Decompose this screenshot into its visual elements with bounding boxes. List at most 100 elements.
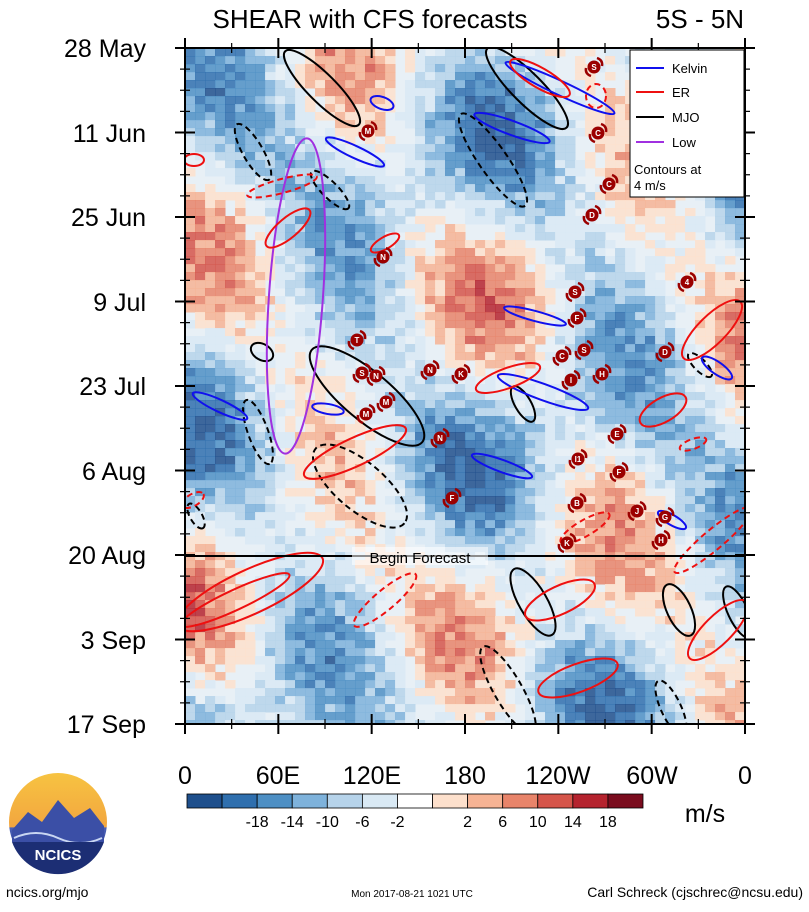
shear-cell bbox=[675, 576, 686, 585]
shear-cell bbox=[595, 640, 606, 649]
shear-cell bbox=[485, 192, 496, 201]
shear-cell bbox=[635, 368, 646, 377]
shear-cell bbox=[275, 104, 286, 113]
shear-cell bbox=[345, 280, 356, 289]
shear-cell bbox=[515, 544, 526, 553]
shear-cell bbox=[585, 112, 596, 121]
shear-cell bbox=[505, 472, 516, 481]
shear-cell bbox=[345, 624, 356, 633]
shear-cell bbox=[405, 512, 416, 521]
shear-cell bbox=[335, 632, 346, 641]
shear-cell bbox=[315, 112, 326, 121]
shear-cell bbox=[475, 392, 486, 401]
shear-cell bbox=[285, 144, 296, 153]
shear-cell bbox=[245, 408, 256, 417]
shear-cell bbox=[635, 640, 646, 649]
shear-cell bbox=[545, 504, 556, 513]
shear-cell bbox=[365, 616, 376, 625]
shear-cell bbox=[255, 448, 266, 457]
shear-cell bbox=[695, 648, 706, 657]
shear-cell bbox=[545, 480, 556, 489]
shear-cell bbox=[185, 216, 196, 225]
shear-cell bbox=[495, 328, 506, 337]
shear-cell bbox=[575, 216, 586, 225]
shear-cell bbox=[545, 656, 556, 665]
shear-cell bbox=[325, 416, 336, 425]
shear-cell bbox=[345, 640, 356, 649]
shear-cell bbox=[375, 312, 386, 321]
shear-cell bbox=[585, 120, 596, 129]
shear-cell bbox=[345, 80, 356, 89]
shear-cell bbox=[285, 232, 296, 241]
shear-cell bbox=[505, 352, 516, 361]
shear-cell bbox=[345, 136, 356, 145]
shear-cell bbox=[215, 288, 226, 297]
colorbar-tick-label: -14 bbox=[281, 814, 304, 831]
shear-cell bbox=[575, 416, 586, 425]
shear-cell bbox=[245, 48, 256, 57]
shear-cell bbox=[465, 416, 476, 425]
shear-cell bbox=[465, 120, 476, 129]
shear-cell bbox=[365, 528, 376, 537]
shear-cell bbox=[535, 368, 546, 377]
shear-cell bbox=[435, 168, 446, 177]
shear-cell bbox=[595, 528, 606, 537]
shear-cell bbox=[485, 592, 496, 601]
shear-cell bbox=[605, 136, 616, 145]
shear-cell bbox=[475, 56, 486, 65]
shear-cell bbox=[335, 88, 346, 97]
shear-cell bbox=[235, 640, 246, 649]
shear-cell bbox=[185, 144, 196, 153]
shear-cell bbox=[465, 344, 476, 353]
shear-cell bbox=[585, 392, 596, 401]
shear-cell bbox=[465, 304, 476, 313]
shear-cell bbox=[435, 288, 446, 297]
shear-cell bbox=[195, 72, 206, 81]
shear-cell bbox=[215, 432, 226, 441]
shear-cell bbox=[725, 536, 736, 545]
shear-cell bbox=[205, 48, 216, 57]
storm-arm bbox=[599, 184, 607, 195]
shear-cell bbox=[295, 488, 306, 497]
storm-arm bbox=[454, 487, 462, 498]
shear-cell bbox=[635, 312, 646, 321]
shear-cell bbox=[315, 208, 326, 217]
shear-cell bbox=[225, 664, 236, 673]
shear-cell bbox=[265, 112, 276, 121]
shear-cell bbox=[625, 528, 636, 537]
shear-cell bbox=[435, 312, 446, 321]
shear-cell bbox=[635, 328, 646, 337]
shear-cell bbox=[725, 528, 736, 537]
shear-cell bbox=[555, 576, 566, 585]
shear-cell bbox=[555, 312, 566, 321]
shear-cell bbox=[585, 680, 596, 689]
shear-cell bbox=[655, 696, 666, 705]
shear-cell bbox=[225, 680, 236, 689]
shear-cell bbox=[525, 96, 536, 105]
shear-cell bbox=[595, 536, 606, 545]
shear-cell bbox=[615, 720, 626, 724]
shear-cell bbox=[475, 512, 486, 521]
shear-cell bbox=[715, 312, 726, 321]
shear-cell bbox=[315, 296, 326, 305]
shear-cell bbox=[665, 216, 676, 225]
shear-cell bbox=[435, 112, 446, 121]
shear-cell bbox=[215, 704, 226, 713]
shear-cell bbox=[195, 96, 206, 105]
shear-cell bbox=[665, 536, 676, 545]
shear-cell bbox=[535, 320, 546, 329]
shear-cell bbox=[375, 472, 386, 481]
shear-cell bbox=[285, 224, 296, 233]
shear-cell bbox=[375, 632, 386, 641]
shear-cell bbox=[475, 432, 486, 441]
shear-cell bbox=[255, 424, 266, 433]
shear-cell bbox=[255, 592, 266, 601]
shear-cell bbox=[225, 584, 236, 593]
shear-cell bbox=[485, 424, 496, 433]
shear-cell bbox=[355, 320, 366, 329]
legend-label-kelvin: Kelvin bbox=[672, 61, 707, 76]
shear-cell bbox=[265, 464, 276, 473]
shear-cell bbox=[655, 672, 666, 681]
shear-cell bbox=[455, 608, 466, 617]
shear-cell bbox=[555, 488, 566, 497]
